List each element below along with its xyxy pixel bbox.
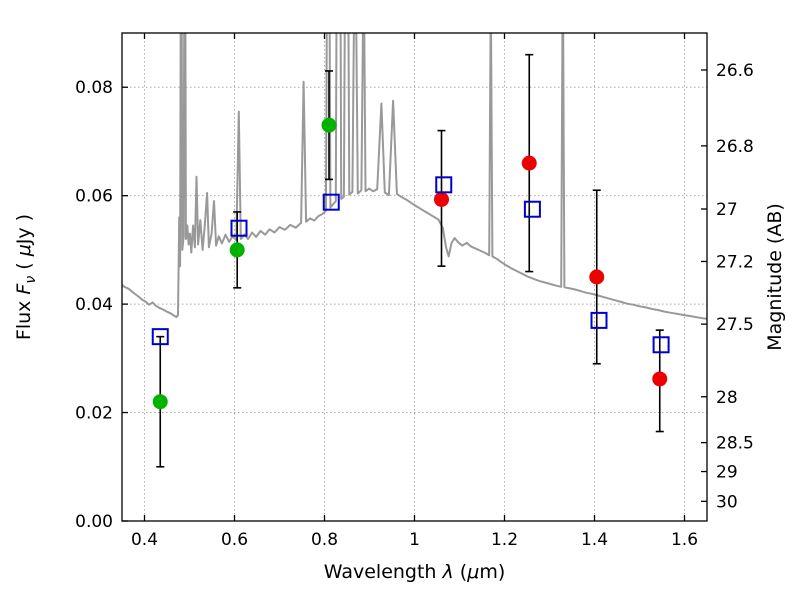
- observed-photometry-red-point: [652, 371, 668, 387]
- tick-marks: [122, 33, 707, 522]
- y-tick-label: 0.06: [75, 187, 113, 207]
- observed-photometry-red-point: [589, 269, 605, 285]
- y-tick-label: 0.04: [75, 295, 113, 315]
- magnitude-tick-label: 26.6: [716, 61, 754, 81]
- x-tick-label: 1.6: [671, 530, 698, 550]
- y-tick-label: 0.02: [75, 404, 113, 424]
- magnitude-tick-label: 29: [716, 463, 738, 483]
- magnitude-tick-label: 28: [716, 388, 738, 408]
- tick-labels: 0.4 0.6 0.8 1 1.2 1.4 1.6 0.00 0.02 0.04 0.06 0.08 2…: [75, 61, 754, 550]
- x-tick-label: 0.6: [221, 530, 248, 550]
- model-photometry-squares-point: [151, 328, 169, 346]
- magnitude-tick-label: 26.8: [716, 137, 754, 157]
- x-tick-label: 1.2: [491, 530, 518, 550]
- x-tick-label: 1: [409, 530, 420, 550]
- observed-photometry-green-point: [152, 394, 168, 410]
- observed-photometry-red-point: [434, 191, 449, 207]
- magnitude-tick-label: 30: [716, 492, 738, 512]
- model-photometry-squares-point: [322, 193, 340, 211]
- magnitude-tick-label: 27.2: [716, 252, 754, 272]
- observed-photometry-green-point: [321, 117, 337, 133]
- y-axis-label: Flux Fν ( μJy ): [13, 214, 39, 340]
- x-tick-label: 0.8: [311, 530, 338, 550]
- observed-photometry-green-point: [229, 242, 245, 258]
- y-tick-label: 0.00: [75, 512, 113, 532]
- observed-photometry-green-markers: [152, 117, 337, 410]
- model-photometry-squares-markers: [151, 176, 670, 354]
- model-photometry-squares-point: [590, 311, 608, 329]
- x-tick-label: 1.4: [581, 530, 608, 550]
- magnitude-tick-label: 28.5: [716, 434, 754, 454]
- model-photometry-squares-point: [652, 336, 670, 354]
- observed-photometry-red-point: [521, 155, 537, 171]
- plot-area: [122, 33, 707, 468]
- magnitude-tick-label: 27.5: [716, 315, 754, 335]
- right-axis-label: Magnitude (AB): [764, 203, 786, 351]
- model-photometry-squares-point: [230, 219, 248, 237]
- observed-photometry-red-markers: [434, 155, 668, 387]
- model-photometry-squares-point: [435, 176, 453, 194]
- y-tick-label: 0.08: [75, 78, 113, 98]
- model-photometry-squares-point: [523, 200, 541, 218]
- model-spectrum-line: [122, 33, 707, 320]
- magnitude-tick-label: 27: [716, 200, 738, 220]
- x-axis-label: Wavelength λ (μm): [324, 561, 505, 583]
- x-tick-label: 0.4: [131, 530, 158, 550]
